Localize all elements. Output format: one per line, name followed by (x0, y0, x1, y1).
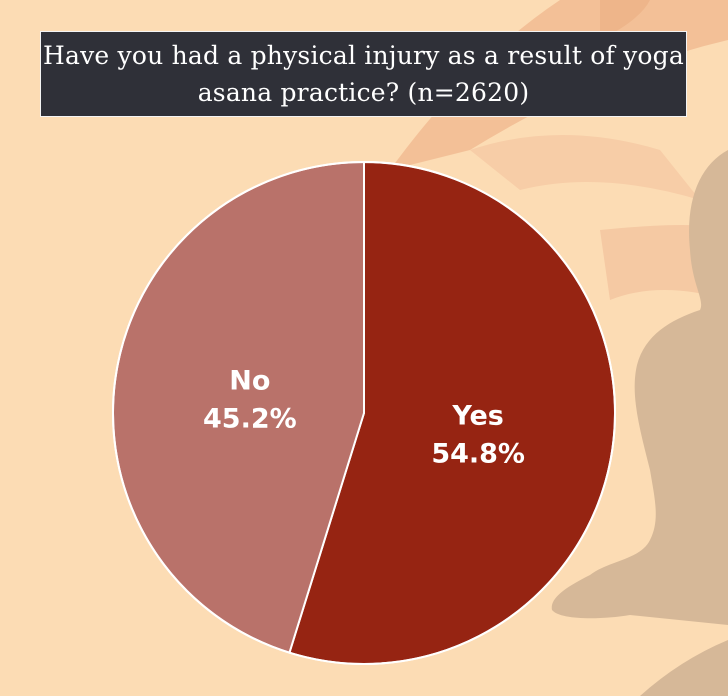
decor-band-middle (470, 135, 700, 200)
decor-band-corner (600, 0, 650, 40)
chart-title: Have you had a physical injury as a resu… (40, 31, 687, 117)
slice-value-no: 45.2% (203, 404, 297, 435)
slice-label-no: No (229, 366, 270, 397)
pie-slices (112, 160, 616, 665)
slice-value-yes: 54.8% (431, 438, 525, 469)
slice-label-yes: Yes (451, 400, 503, 431)
silhouette-base (640, 640, 728, 696)
pie-labels: Yes 54.8% No 45.2% (203, 366, 525, 470)
silhouette-decoration (551, 150, 728, 625)
pie-outline (112, 161, 616, 665)
